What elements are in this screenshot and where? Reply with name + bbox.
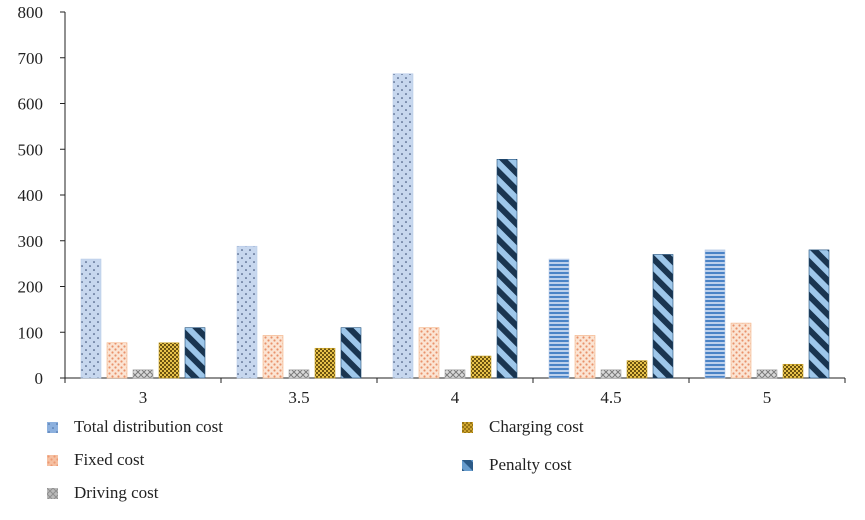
bar-total-distribution-cost-3 bbox=[80, 258, 102, 379]
bar-total-distribution-cost-5 bbox=[704, 249, 726, 379]
x-tick-label: 5 bbox=[763, 388, 772, 407]
x-tick-label: 4.5 bbox=[600, 388, 621, 407]
bar-driving-cost-4.5 bbox=[600, 369, 622, 379]
bar-fixed-cost-5 bbox=[730, 322, 752, 379]
y-tick-label: 100 bbox=[18, 323, 44, 342]
bar-driving-cost-3 bbox=[132, 369, 154, 379]
bar-charging-cost-5 bbox=[782, 363, 804, 379]
axes: 0 100 200 300 400 500 600 700 800 3 3.5 4 4.5 5 bbox=[18, 3, 846, 407]
bar-fixed-cost-4 bbox=[418, 327, 440, 379]
bar-penalty-cost-3.5 bbox=[340, 327, 362, 379]
bar-total-distribution-cost-4.5 bbox=[548, 258, 570, 379]
y-tick-label: 800 bbox=[18, 3, 44, 22]
x-tick-label: 3.5 bbox=[288, 388, 309, 407]
y-tick-label: 500 bbox=[18, 140, 44, 159]
bar-driving-cost-3.5 bbox=[288, 369, 310, 379]
bar-charging-cost-4 bbox=[470, 355, 492, 379]
y-tick-label: 400 bbox=[18, 186, 44, 205]
y-tick-label: 700 bbox=[18, 49, 44, 68]
bar-driving-cost-5 bbox=[756, 369, 778, 379]
bar-penalty-cost-3 bbox=[184, 327, 206, 379]
bar-total-distribution-cost-4 bbox=[392, 73, 414, 379]
bar-penalty-cost-4 bbox=[496, 159, 518, 379]
bar-fixed-cost-3.5 bbox=[262, 335, 284, 379]
bars bbox=[80, 73, 830, 379]
bar-penalty-cost-4.5 bbox=[652, 254, 674, 379]
bar-charging-cost-3 bbox=[158, 342, 180, 379]
bar-fixed-cost-3 bbox=[106, 342, 128, 379]
y-tick-label: 200 bbox=[18, 278, 44, 297]
x-tick-label: 4 bbox=[451, 388, 460, 407]
bar-fixed-cost-4.5 bbox=[574, 335, 596, 379]
y-tick-label: 300 bbox=[18, 232, 44, 251]
y-tick-label: 600 bbox=[18, 95, 44, 114]
bar-driving-cost-4 bbox=[444, 369, 466, 379]
y-tick-label: 0 bbox=[35, 369, 44, 388]
x-tick-label: 3 bbox=[139, 388, 148, 407]
bar-charging-cost-3.5 bbox=[314, 347, 336, 379]
bar-penalty-cost-5 bbox=[808, 249, 830, 379]
bar-charging-cost-4.5 bbox=[626, 360, 648, 379]
bar-total-distribution-cost-3.5 bbox=[236, 245, 258, 379]
